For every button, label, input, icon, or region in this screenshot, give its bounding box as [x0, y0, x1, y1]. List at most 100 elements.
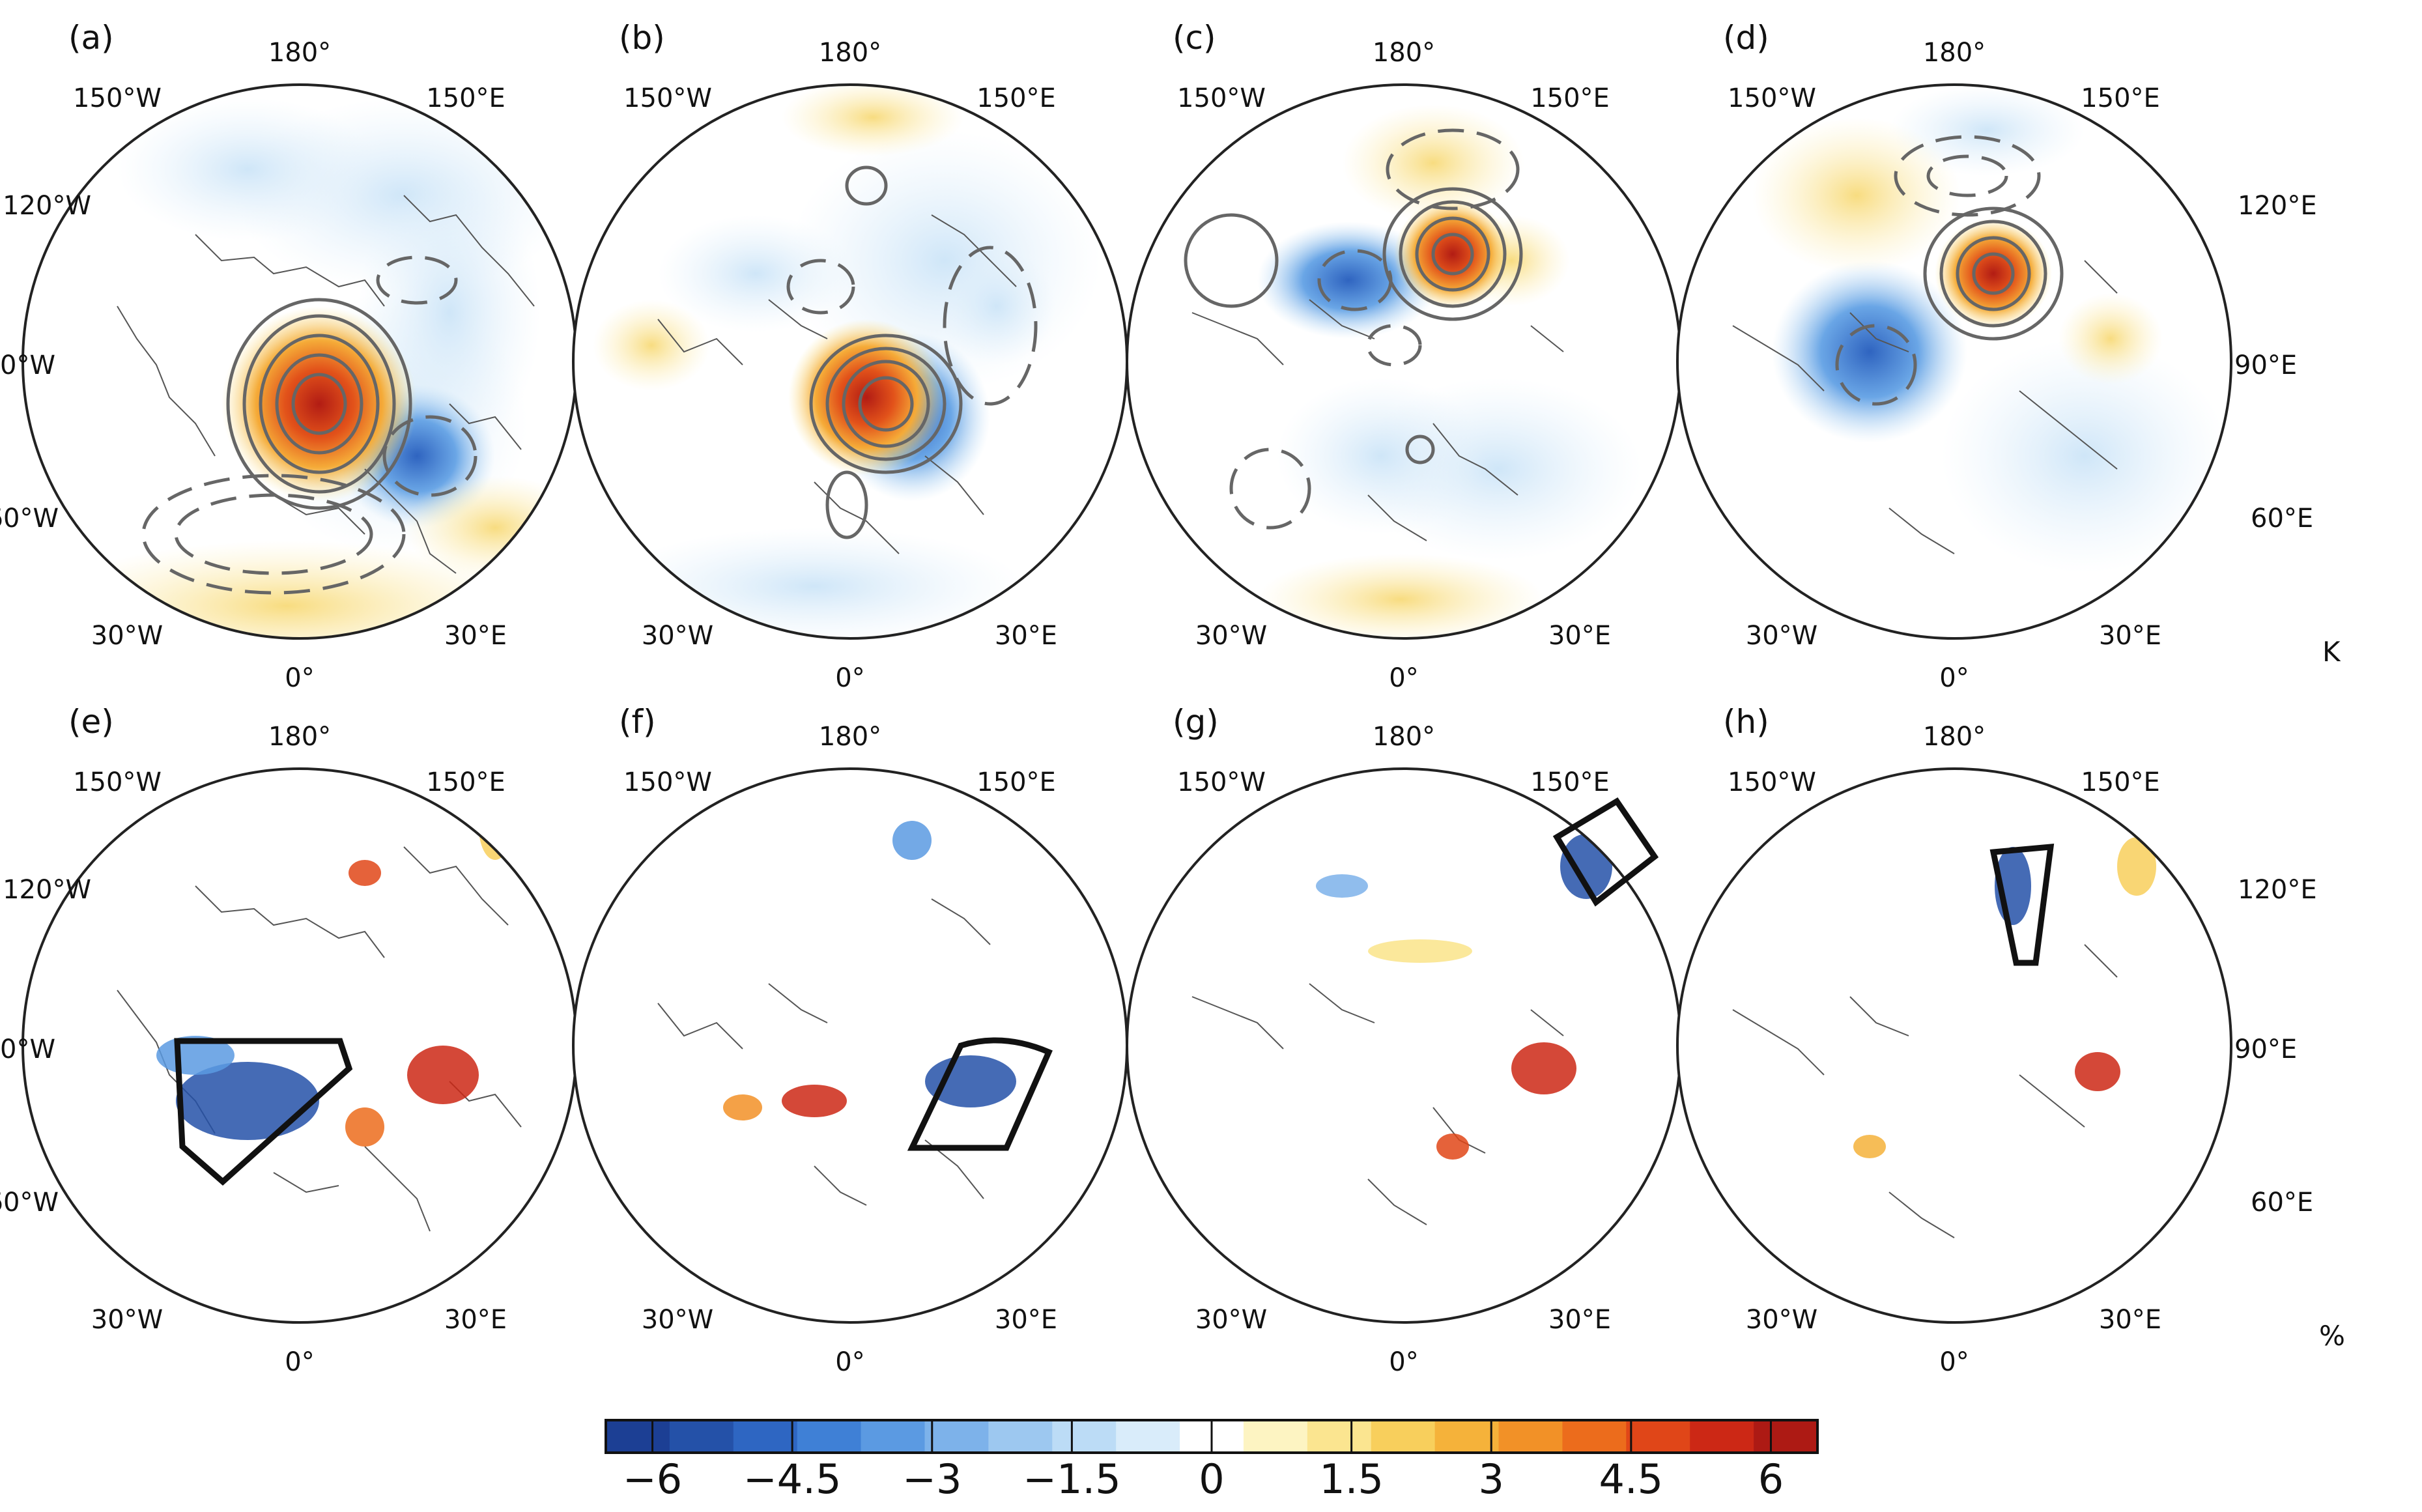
lon-label-left-high-a: 120°W: [3, 191, 91, 221]
lon-label-upper-left-b: 150°W: [623, 83, 712, 113]
lon-label-top-h: 180°: [1923, 722, 1986, 752]
lon-label-lower-right-b: 30°E: [995, 621, 1057, 651]
colorbar-segment: [606, 1420, 670, 1453]
lon-label-top-e: 180°: [268, 722, 331, 752]
colorbar-segment: [924, 1420, 989, 1453]
lon-label-upper-right-g: 150°E: [1530, 767, 1610, 797]
lon-label-upper-left-g: 150°W: [1177, 767, 1266, 797]
lon-label-bottom-f: 0°: [835, 1347, 864, 1377]
lon-label-bottom-g: 0°: [1389, 1347, 1418, 1377]
colorbar-segment: [1052, 1420, 1117, 1453]
colorbar-tick-label: −3: [902, 1455, 962, 1503]
lon-label-upper-left-a: 150°W: [73, 83, 162, 113]
panel-f: [572, 767, 1128, 1324]
lon-label-lower-right-e: 30°E: [444, 1305, 507, 1335]
panel-label-a: (a): [68, 19, 114, 57]
lon-label-lower-left-a: 30°W: [91, 621, 163, 651]
colorbar-segment: [797, 1420, 862, 1453]
lon-label-lower-right-a: 30°E: [444, 621, 507, 651]
colorbar-tick-label: 0: [1199, 1455, 1224, 1503]
colorbar-tick-label: 3: [1479, 1455, 1504, 1503]
lon-label-top-c: 180°: [1373, 38, 1435, 68]
panel-label-f: (f): [619, 703, 656, 741]
panel-c: [1126, 83, 1682, 640]
lon-label-top-f: 180°: [819, 722, 881, 752]
panel-label-e: (e): [68, 703, 114, 741]
lon-label-right-low-d: 60°E: [2251, 504, 2313, 534]
colorbar-segment: [988, 1420, 1053, 1453]
panel-label-h: (h): [1723, 703, 1769, 741]
lon-label-top-b: 180°: [819, 38, 881, 68]
lon-label-upper-left-f: 150°W: [623, 767, 712, 797]
colorbar-segment: [1754, 1420, 1818, 1453]
colorbar: −6 −4.5 −3 −1.5 0 1.5 3 4.5 6: [605, 1419, 1819, 1503]
colorbar-tick-label: 1.5: [1319, 1455, 1384, 1503]
lon-label-lower-right-g: 30°E: [1548, 1305, 1611, 1335]
sector-outline-e: [174, 1038, 353, 1186]
panel-e: [21, 767, 578, 1324]
lon-label-upper-right-h: 150°E: [2081, 767, 2160, 797]
lon-label-upper-right-d: 150°E: [2081, 83, 2160, 113]
unit-label-percent: %: [2319, 1320, 2345, 1352]
lon-label-upper-right-a: 150°E: [426, 83, 506, 113]
lon-label-left-mid-e: 90°W: [0, 1034, 55, 1064]
lon-label-lower-left-b: 30°W: [642, 621, 713, 651]
lon-label-lower-right-c: 30°E: [1548, 621, 1611, 651]
lon-label-upper-left-c: 150°W: [1177, 83, 1266, 113]
lon-label-lower-left-h: 30°W: [1746, 1305, 1817, 1335]
lon-label-right-high-d: 120°E: [2238, 191, 2317, 221]
colorbar-tick-label: 4.5: [1599, 1455, 1664, 1503]
colorbar-segment: [1307, 1420, 1372, 1453]
colorbar-segment: [733, 1420, 798, 1453]
lon-label-top-a: 180°: [268, 38, 331, 68]
panel-label-b: (b): [619, 19, 665, 57]
lon-label-lower-left-e: 30°W: [91, 1305, 163, 1335]
lon-label-top-g: 180°: [1373, 722, 1435, 752]
lon-label-lower-left-g: 30°W: [1195, 1305, 1267, 1335]
sector-outline-f: [907, 1037, 1053, 1151]
panel-g: [1126, 767, 1682, 1324]
colorbar-segment: [1626, 1420, 1690, 1453]
lon-label-upper-right-f: 150°E: [976, 767, 1056, 797]
lon-label-upper-right-b: 150°E: [976, 83, 1056, 113]
panel-label-g: (g): [1173, 703, 1219, 741]
lon-label-upper-right-c: 150°E: [1530, 83, 1610, 113]
colorbar-tick-label: −1.5: [1023, 1455, 1121, 1503]
sector-outline-h: [1989, 844, 2055, 966]
lon-label-right-mid-h: 90°E: [2234, 1034, 2297, 1064]
lon-label-bottom-h: 0°: [1939, 1347, 1969, 1377]
lon-label-bottom-e: 0°: [285, 1347, 314, 1377]
lon-label-right-low-h: 60°E: [2251, 1188, 2313, 1218]
colorbar-segment: [1562, 1420, 1627, 1453]
lon-label-lower-left-c: 30°W: [1195, 621, 1267, 651]
lon-label-upper-right-e: 150°E: [426, 767, 506, 797]
panel-label-c: (c): [1173, 19, 1216, 57]
lon-label-lower-left-d: 30°W: [1746, 621, 1817, 651]
panel-h: [1676, 767, 2232, 1324]
panel-label-d: (d): [1723, 19, 1769, 57]
lon-label-right-mid-d: 90°E: [2234, 350, 2297, 380]
lon-label-lower-left-f: 30°W: [642, 1305, 713, 1335]
lon-label-bottom-a: 0°: [285, 663, 314, 693]
panel-d: [1676, 83, 2232, 640]
colorbar-tick-label: 6: [1758, 1455, 1784, 1503]
colorbar-tick-label: −4.5: [743, 1455, 842, 1503]
lon-label-lower-right-d: 30°E: [2099, 621, 2161, 651]
lon-label-upper-left-h: 150°W: [1728, 767, 1816, 797]
sector-outline-g: [1552, 797, 1659, 907]
colorbar-segment: [1371, 1420, 1436, 1453]
lon-label-bottom-b: 0°: [835, 663, 864, 693]
lon-label-left-high-e: 120°W: [3, 875, 91, 905]
colorbar-segment: [669, 1420, 734, 1453]
lon-label-lower-right-f: 30°E: [995, 1305, 1057, 1335]
colorbar-segment: [1116, 1420, 1180, 1453]
colorbar-segment: [861, 1420, 925, 1453]
lon-label-left-mid-a: 90°W: [0, 350, 55, 380]
colorbar-tick-label: −6: [623, 1455, 682, 1503]
colorbar-segment: [1498, 1420, 1563, 1453]
unit-label-k: K: [2322, 636, 2341, 668]
lon-label-left-low-e: 60°W: [0, 1188, 59, 1218]
lon-label-right-high-h: 120°E: [2238, 875, 2317, 905]
lon-label-upper-left-d: 150°W: [1728, 83, 1816, 113]
